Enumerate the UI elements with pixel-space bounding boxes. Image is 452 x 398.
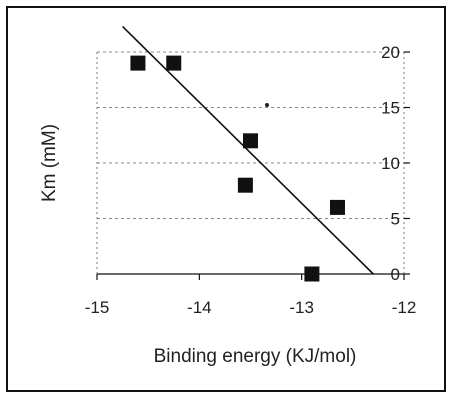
data-point <box>243 133 258 149</box>
x-axis-title: Binding energy (KJ/mol) <box>154 346 357 367</box>
x-ticks: -15 -14 -13 -12 <box>85 274 417 317</box>
plot-area: -15 -14 -13 -12 0 5 10 15 20 <box>85 25 417 317</box>
data-point <box>329 199 345 215</box>
x-tick-label: -13 <box>289 298 314 317</box>
y-tick-label: 20 <box>381 43 400 62</box>
y-tick-label: 5 <box>391 210 400 229</box>
data-points <box>130 55 345 282</box>
x-tick-label: -14 <box>187 298 212 317</box>
trend-line <box>122 25 374 275</box>
y-ticks: 0 5 10 15 20 <box>381 43 410 284</box>
stray-dot <box>265 103 269 107</box>
data-point <box>304 266 320 282</box>
data-point <box>166 55 182 71</box>
x-tick-label: -12 <box>392 298 417 317</box>
trend-layer <box>122 25 374 275</box>
y-tick-label: 15 <box>381 99 400 118</box>
x-tick-label: -15 <box>85 298 110 317</box>
data-point <box>237 177 253 193</box>
data-point <box>130 55 146 71</box>
y-axis-title: Km (mM) <box>39 124 60 202</box>
chart-frame <box>6 6 446 392</box>
y-tick-label: 0 <box>391 265 400 284</box>
y-tick-label: 10 <box>381 154 400 173</box>
